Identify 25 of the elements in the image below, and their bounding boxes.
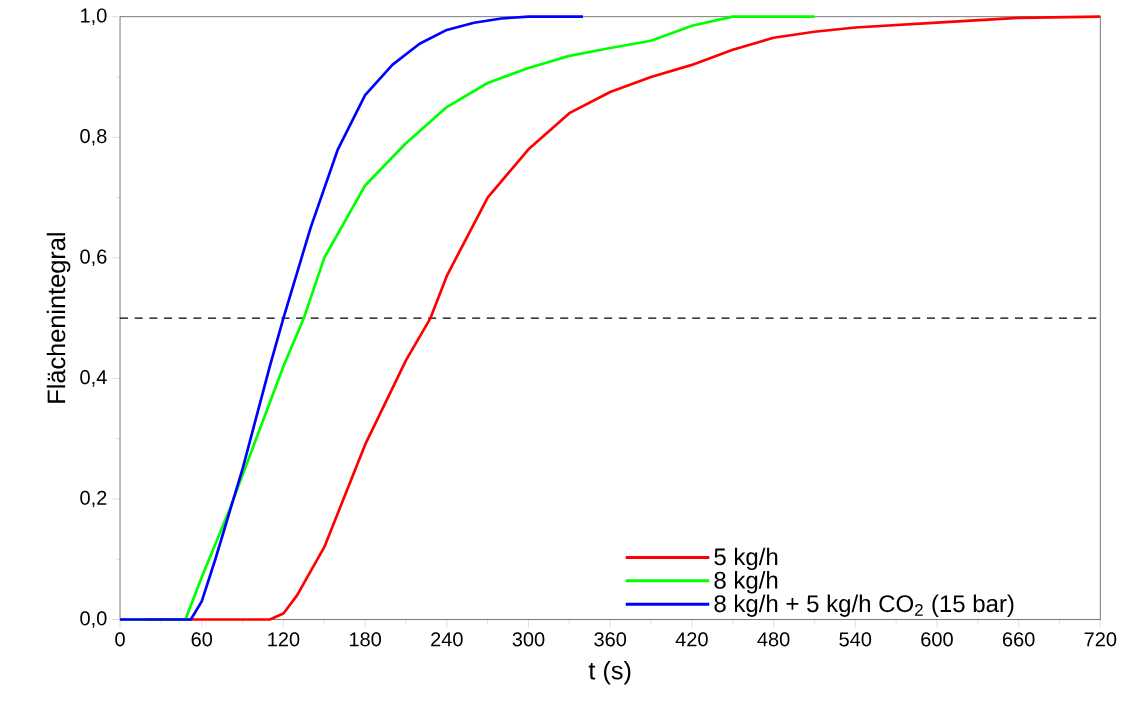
y-axis-title: Flächenintegral: [46, 233, 71, 403]
legend-label: 8 kg/h + 5 kg/h CO$_{2}$ (15 bar): [714, 594, 1014, 617]
y-tick-label: 0,8: [80, 128, 107, 146]
x-tick-label: 600: [921, 632, 953, 647]
x-tick-label: 480: [757, 632, 790, 647]
x-tick-label: 360: [594, 632, 627, 647]
y-tick-label: 0,6: [80, 249, 107, 266]
y-tick-label: 0,2: [80, 490, 107, 508]
x-tick-label: 720: [1084, 632, 1117, 647]
x-tick-label: 0: [115, 632, 125, 647]
x-tick-label: 540: [839, 632, 872, 647]
x-tick-label: 60: [191, 632, 213, 647]
line-series: [118, 15, 585, 621]
x-axis-title: t (s): [588, 660, 631, 685]
legend-label: 8 kg/h: [714, 571, 778, 594]
x-tick-label: 300: [512, 632, 545, 647]
y-tick-label: 0,0: [80, 611, 107, 628]
x-tick-label: 120: [268, 632, 300, 647]
x-tick-label: 660: [1002, 632, 1035, 647]
x-tick-label: 240: [431, 632, 463, 647]
y-tick-label: 0,4: [80, 370, 107, 387]
x-tick-label: 180: [349, 632, 381, 647]
x-tick-label: 420: [675, 632, 708, 647]
y-tick-label: 1,0: [81, 8, 107, 25]
legend-label: 5 kg/h: [714, 547, 778, 570]
